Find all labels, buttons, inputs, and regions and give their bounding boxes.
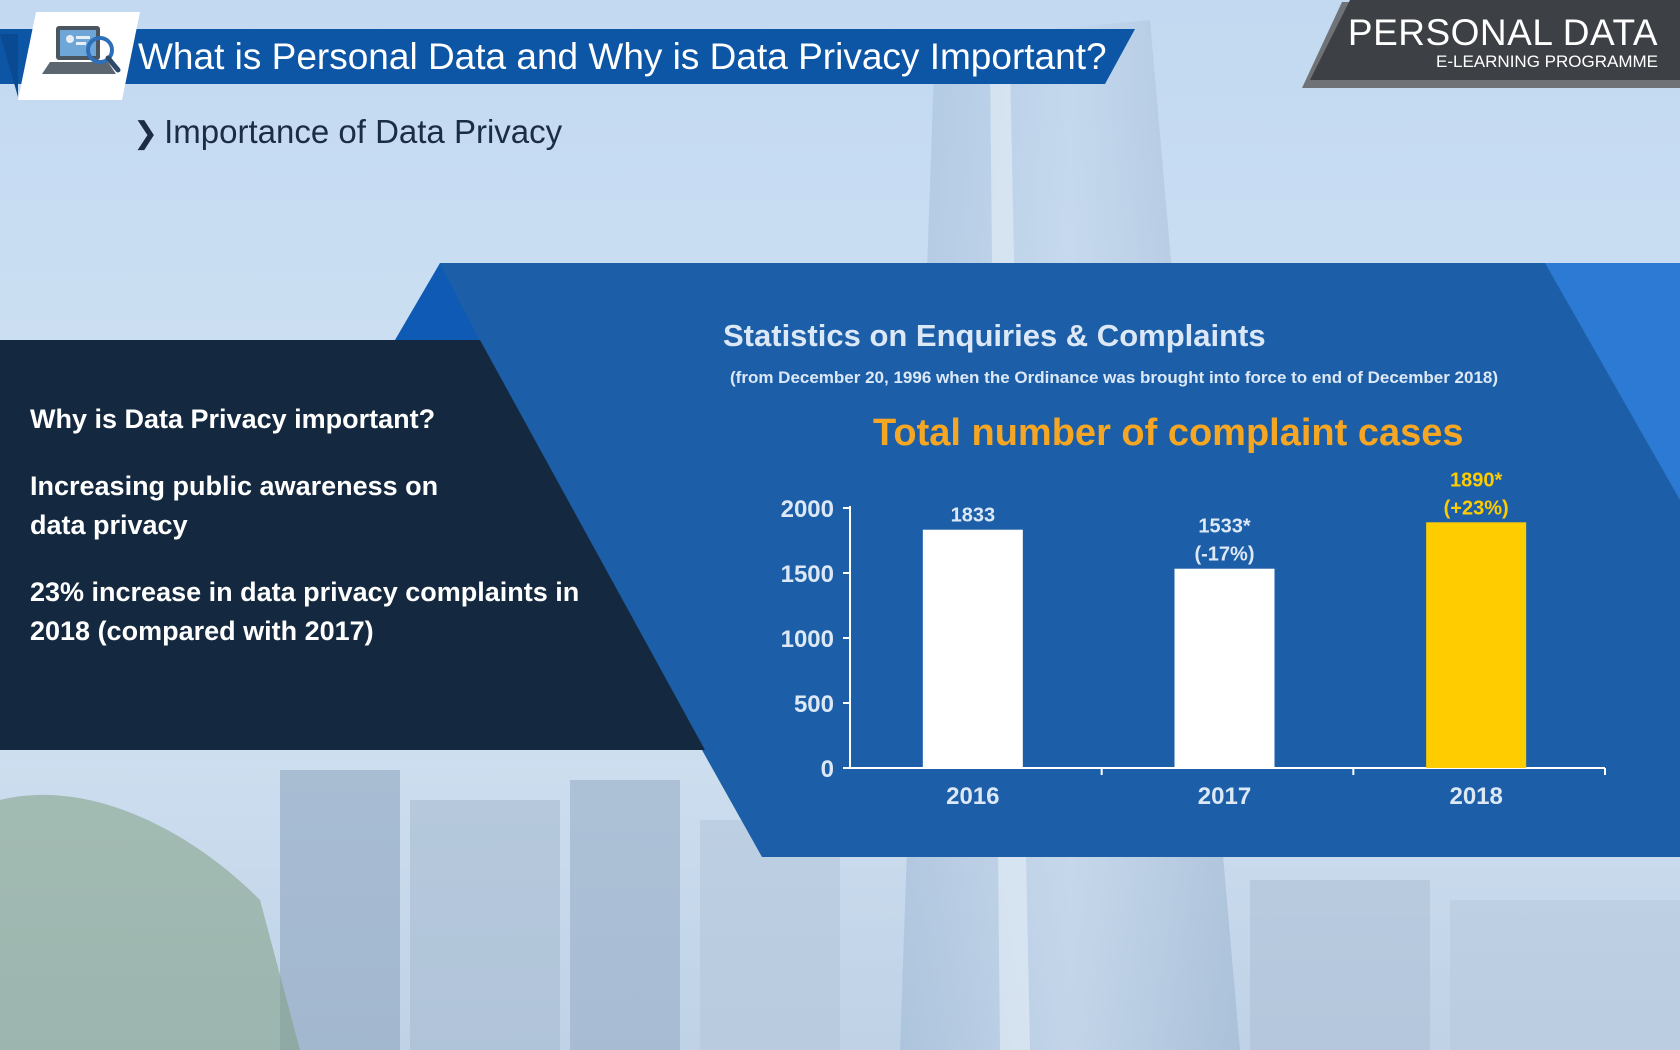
page-title: What is Personal Data and Why is Data Pr…	[138, 36, 1107, 77]
brand-box	[1302, 0, 1680, 88]
left-panel-point-2: 23% increase in data privacy complaints …	[30, 577, 580, 646]
section-subtitle-text: Importance of Data Privacy	[164, 113, 563, 150]
left-panel-point-1: Increasing public awareness on data priv…	[30, 471, 439, 540]
chevron-right-icon: ❯	[133, 117, 159, 150]
section-subtitle: ❯ Importance of Data Privacy	[133, 112, 562, 154]
chart-subtitle: (from December 20, 1996 when the Ordinan…	[730, 368, 1499, 387]
left-panel-heading: Why is Data Privacy important?	[30, 404, 436, 434]
chart-title: Statistics on Enquiries & Complaints	[723, 318, 1266, 353]
left-panel-text: Why is Data Privacy important? Increasin…	[30, 400, 590, 679]
chart-heading: Total number of complaint cases	[873, 412, 1464, 454]
title-banner	[0, 29, 1135, 97]
brand-subtitle: E-LEARNING PROGRAMME	[1436, 52, 1658, 71]
brand-title: PERSONAL DATA	[1347, 12, 1658, 53]
laptop-magnifier-icon	[18, 12, 140, 100]
